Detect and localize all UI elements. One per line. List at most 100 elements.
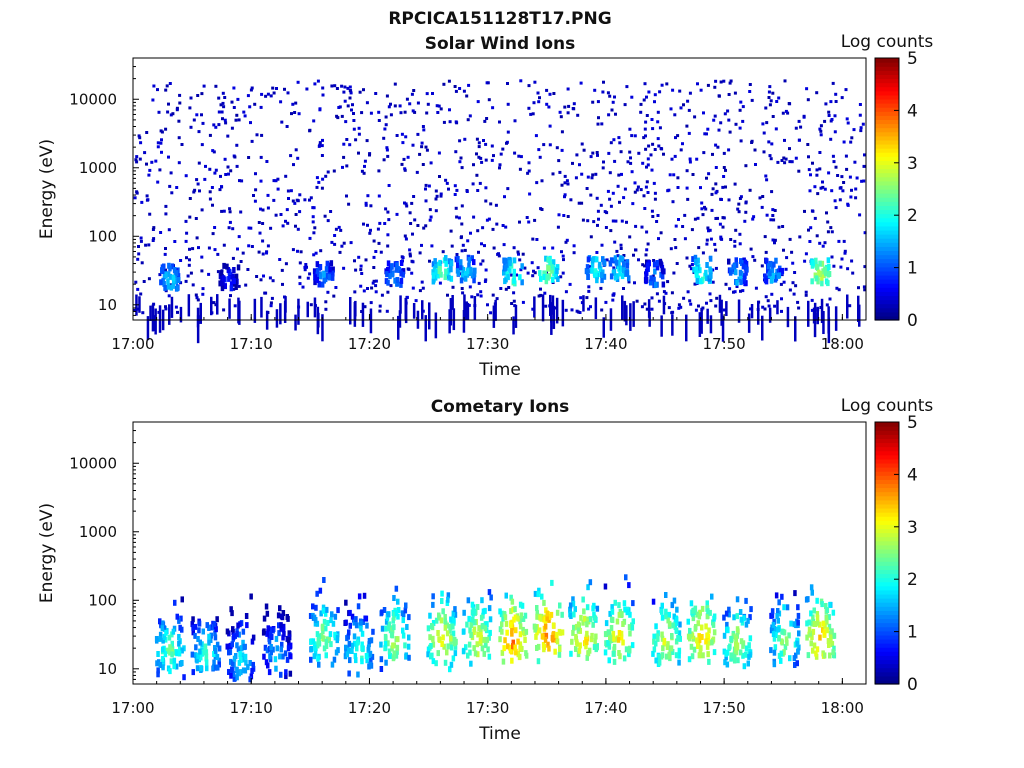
spectrogram-cell [506, 82, 509, 85]
spectrogram-cell [217, 110, 221, 114]
spectrogram-cell [642, 136, 646, 140]
spectrogram-cell [790, 250, 794, 254]
spectrogram-cell [857, 295, 860, 322]
spectrogram-cell [324, 307, 328, 311]
spectrogram-cell [831, 632, 836, 639]
spectrogram-cell [617, 260, 621, 267]
spectrogram-cell [465, 94, 469, 98]
spectrogram-cell [284, 673, 288, 680]
spectrogram-cell [386, 290, 390, 294]
spectrogram-cell [671, 314, 674, 336]
spectrogram-cell [386, 210, 390, 214]
spectrogram-cell [551, 259, 556, 266]
spectrogram-cell [280, 268, 284, 272]
spectrogram-cell [650, 307, 654, 311]
spectrogram-cell [559, 115, 563, 119]
spectrogram-cell [509, 594, 513, 601]
spectrogram-cell [555, 146, 559, 150]
spectrogram-cell [552, 265, 556, 272]
spectrogram-cell [468, 114, 472, 118]
spectrogram-cell [168, 265, 172, 272]
panel-solar-wind: Solar Wind Ions 17:00 17:10 17:20 17:30 17:4… [37, 32, 933, 380]
spectrogram-cell [846, 294, 849, 319]
spectrogram-cell [384, 618, 389, 625]
spectrogram-cell [334, 649, 339, 656]
spectrogram-cell [241, 639, 245, 646]
spectrogram-cell [842, 239, 846, 243]
spectrogram-cell [234, 273, 239, 280]
spectrogram-cell [654, 623, 658, 630]
spectrogram-cell [727, 93, 731, 96]
spectrogram-cell [548, 261, 553, 268]
spectrogram-cell [449, 639, 453, 646]
spectrogram-cell [489, 202, 493, 206]
spectrogram-cell [830, 230, 834, 234]
spectrogram-cell [173, 240, 177, 243]
spectrogram-cell [604, 620, 609, 627]
spectrogram-cell [472, 268, 477, 274]
spectrogram-cell [585, 269, 590, 276]
spectrogram-cell [685, 256, 689, 260]
spectrogram-cell [651, 215, 655, 218]
spectrogram-cell [191, 283, 195, 287]
spectrogram-cell [360, 630, 365, 637]
x-axis-label-solar-wind: Time [478, 360, 521, 380]
colorbar-tick-label: 5 [907, 413, 918, 433]
spectrogram-cell [672, 271, 676, 275]
spectrogram-cell [580, 142, 584, 146]
colorbar-segment [875, 442, 899, 448]
spectrogram-cell [235, 143, 239, 147]
spectrogram-cell [732, 614, 736, 621]
spectrogram-cell [134, 158, 138, 162]
spectrogram-cell [162, 625, 167, 632]
spectrogram-cell [677, 303, 681, 307]
spectrogram-cell [600, 277, 604, 284]
spectrogram-cell [536, 91, 540, 95]
spectrogram-cell [727, 606, 731, 613]
spectrogram-cell [277, 622, 281, 629]
spectrogram-cell [226, 267, 231, 273]
spectrogram-cell [424, 145, 428, 149]
spectrogram-cell [828, 601, 832, 608]
spectrogram-cell [158, 635, 162, 642]
spectrogram-cell [711, 621, 716, 628]
spectrogram-cell [741, 652, 745, 659]
spectrogram-cell [677, 218, 680, 221]
spectrogram-cell [163, 284, 167, 291]
spectrogram-cell [439, 194, 443, 198]
spectrogram-cell [737, 299, 741, 323]
spectrogram-cell [664, 291, 668, 295]
colorbar-segment [875, 246, 899, 251]
spectrogram-cell [434, 312, 438, 339]
spectrogram-cell [597, 271, 602, 278]
colorbar-segment [875, 471, 899, 476]
spectrogram-cell [228, 207, 232, 211]
spectrogram-cell [512, 291, 516, 295]
spectrogram-cell [549, 611, 554, 618]
spectrogram-cell [386, 154, 390, 158]
spectrogram-cell [388, 273, 392, 280]
spectrogram-cell [196, 307, 200, 328]
spectrogram-cell [170, 263, 175, 270]
spectrogram-cell [628, 235, 632, 239]
spectrogram-cell [814, 263, 819, 270]
colorbar-segment [875, 671, 899, 677]
spectrogram-cell [784, 636, 789, 643]
spectrogram-cell [475, 641, 479, 648]
spectrogram-cell [189, 271, 193, 275]
spectrogram-cell [632, 253, 635, 257]
spectrogram-cell [811, 628, 816, 635]
spectrogram-cometary [154, 574, 837, 683]
spectrogram-cell [444, 255, 448, 261]
spectrogram-cell [189, 125, 193, 129]
spectrogram-cell [677, 652, 681, 659]
spectrogram-cell [320, 154, 324, 157]
spectrogram-cell [436, 272, 440, 279]
spectrogram-cell [250, 139, 254, 143]
spectrogram-cell [313, 226, 317, 230]
spectrogram-cell [503, 268, 507, 275]
spectrogram-cell [212, 659, 216, 666]
spectrogram-cell [366, 644, 371, 651]
spectrogram-cell [812, 307, 816, 324]
spectrogram-cell [832, 645, 836, 652]
